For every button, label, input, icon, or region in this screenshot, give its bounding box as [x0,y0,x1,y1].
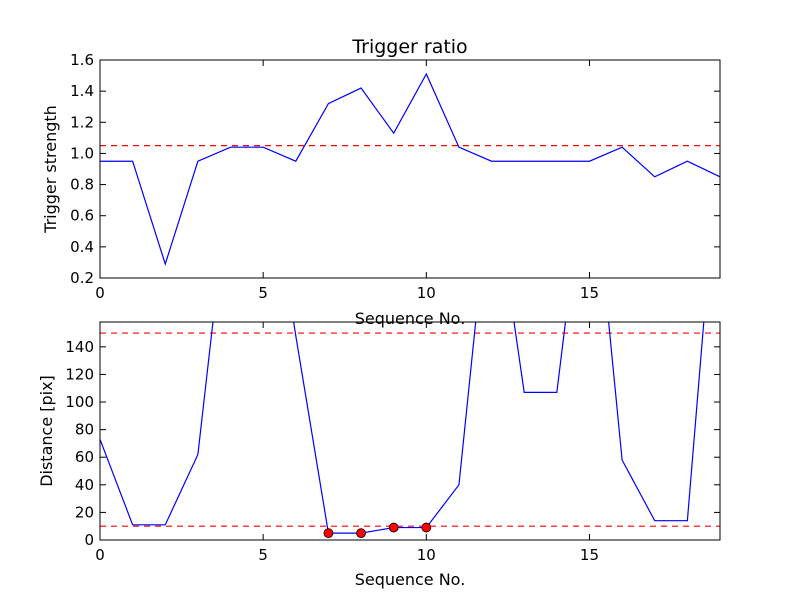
axes-frame [99,59,721,279]
x-tick-label: 10 [417,284,436,302]
x-tick-label: 5 [258,284,268,302]
y-tick-label: 60 [75,448,94,466]
y-axis-label: Distance [pix] [37,375,56,487]
y-tick-label: 0.2 [70,269,94,287]
y-tick-label: 0.4 [70,238,94,256]
x-tick-label: 15 [580,546,599,564]
x-tick-label: 15 [580,284,599,302]
y-axis-label: Trigger strength [41,105,60,234]
x-tick-label: 0 [95,546,105,564]
series-line [100,322,705,534]
y-tick-label: 1.4 [70,82,94,100]
ticks: 0 5 10 15 0.2 0.4 0.6 0.8 1.0 1.2 1.4 1.6 [70,51,720,302]
data-point-marker [388,522,399,533]
y-tick-label: 0.8 [70,176,94,194]
data-point-marker [323,528,334,539]
x-axis-label: Sequence No. [355,309,466,328]
distance-chart: 0 5 10 15 0 20 40 60 80 100 120 140 Sequence No. Di… [37,321,721,589]
data-point-marker [356,528,366,539]
x-tick-label: 5 [258,546,268,564]
y-tick-label: 40 [75,476,94,494]
x-tick-label: 0 [95,284,105,302]
series-line [100,72,720,266]
y-tick-label: 0 [84,531,94,549]
y-tick-label: 1.0 [70,144,94,162]
y-tick-label: 140 [65,338,94,356]
plot-area [100,72,720,266]
y-tick-label: 100 [65,393,94,411]
y-tick-label: 1.6 [70,51,94,69]
x-tick-label: 10 [417,546,436,564]
axes-frame [99,321,721,541]
ticks: 0 5 10 15 0 20 40 60 80 100 120 140 [65,322,720,564]
y-tick-label: 1.2 [70,113,94,131]
y-tick-label: 20 [75,503,94,521]
data-point-marker [421,522,432,533]
trigger-ratio-chart: Trigger ratio 0 5 10 15 0.2 0.4 0.6 0.8 1.0 1.2 1.… [41,36,721,328]
plot-area [100,322,720,539]
y-tick-label: 80 [75,421,94,439]
chart-title: Trigger ratio [351,36,467,58]
x-axis-label: Sequence No. [355,570,466,589]
y-tick-label: 120 [65,365,94,383]
y-tick-label: 0.6 [70,207,94,225]
